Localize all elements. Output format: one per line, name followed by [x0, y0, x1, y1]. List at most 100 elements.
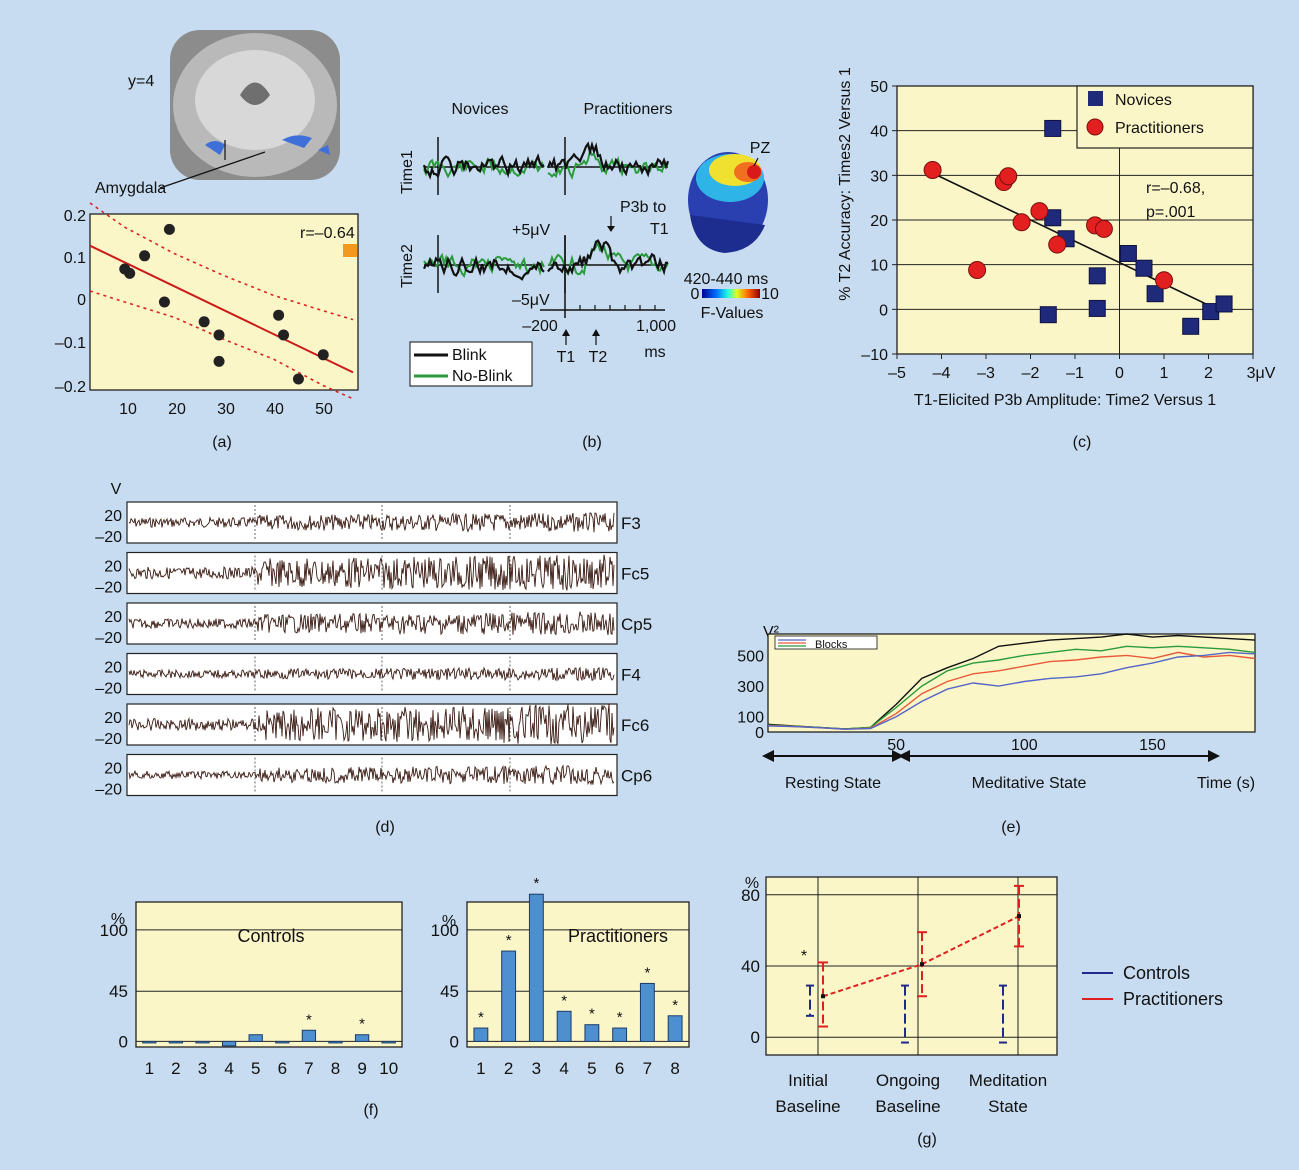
- c-ytick-label: 40: [870, 124, 888, 141]
- f-practitioners-xtick: 6: [615, 1059, 624, 1078]
- c-novice-point: [1088, 299, 1106, 317]
- plot-a-point: [292, 373, 304, 385]
- c-practitioner-point: [1048, 235, 1067, 254]
- d-ytick-lo: –20: [95, 782, 122, 799]
- d-ylabel: V: [111, 481, 122, 498]
- caption-b: (b): [582, 434, 602, 451]
- b-legend-noblink: No-Blink: [452, 368, 513, 385]
- f-practitioners-title: Practitioners: [568, 926, 668, 946]
- c-xtick-label: –4: [933, 365, 951, 382]
- g-xlabel-line2: State: [988, 1097, 1028, 1116]
- b-t2-arrowhead: [592, 329, 600, 336]
- b-pz-label: PZ: [750, 140, 771, 157]
- c-practitioner-point: [968, 261, 987, 280]
- a-ytick-neg0.1: –0.1: [55, 335, 86, 352]
- f-controls-ylabel: %: [111, 911, 125, 928]
- f-controls-xtick: 8: [331, 1059, 340, 1078]
- plot-a-ci-lower: [89, 290, 354, 400]
- plot-e-area: [767, 633, 1256, 733]
- d-ytick-lo: –20: [95, 529, 122, 546]
- b-x-unit: ms: [644, 344, 665, 361]
- f-practitioners-ytick: 100: [431, 921, 459, 940]
- c-practitioner-point: [1030, 202, 1049, 221]
- c-annotation-p: p=.001: [1146, 204, 1195, 221]
- f-practitioners-bar: [612, 1027, 628, 1042]
- b-practitioners-time1-blink: [546, 140, 670, 178]
- c-novice-point: [1215, 295, 1233, 313]
- d-trace-cp5: [128, 611, 615, 636]
- b-practitioners-time2-blink: [547, 239, 669, 276]
- c-ytick-label: 30: [870, 168, 888, 185]
- g-xlabel-line2: Baseline: [775, 1097, 840, 1116]
- f-controls-xtick: 4: [224, 1059, 233, 1078]
- f-practitioners-xtick: 1: [476, 1059, 485, 1078]
- d-ytick-hi: 20: [104, 660, 122, 677]
- c-practitioner-point: [1094, 219, 1113, 238]
- d-channel-label: Cp6: [621, 767, 652, 786]
- e-time-label: Time (s): [1197, 775, 1255, 792]
- a-ytick-neg0.2: –0.2: [55, 379, 86, 396]
- f-practitioners-xtick: 2: [504, 1059, 513, 1078]
- f-practitioners-sig-star: *: [561, 992, 567, 1009]
- f-practitioners-sig-star: *: [478, 1009, 484, 1026]
- c-practitioner-point: [1155, 271, 1173, 290]
- b-p3b-label-line1: P3b to: [620, 199, 666, 216]
- c-xtick-label: 3μV: [1247, 365, 1276, 382]
- b-novices-time2-blink: [423, 255, 545, 281]
- d-channel-label: F4: [621, 666, 641, 685]
- f-controls-sig-star: *: [306, 1011, 312, 1028]
- c-novice-point: [1039, 306, 1057, 324]
- c-novice-point: [1044, 119, 1062, 137]
- c-xtick-label: –1: [1066, 365, 1084, 382]
- caption-c: (c): [1073, 434, 1092, 451]
- b-x-right: 1,000: [636, 318, 676, 335]
- a-ytick-0.1: 0.1: [64, 250, 86, 267]
- f-controls-bar: [381, 1040, 396, 1044]
- a-xtick-40: 40: [266, 401, 284, 418]
- e-ytick: 0: [755, 725, 764, 742]
- e-state-med: Meditative State: [972, 775, 1087, 792]
- f-controls-ytick: 0: [119, 1032, 128, 1051]
- b-p3b-label-line2: T1: [650, 221, 669, 238]
- plot-a-point: [278, 329, 290, 341]
- e-rest-arrowhead-left: [762, 750, 774, 762]
- f-controls-bar: [275, 1040, 290, 1044]
- b-legend-box: [409, 341, 533, 387]
- f-practitioners-bar: [501, 950, 517, 1042]
- c-ytick-label: 20: [870, 213, 888, 230]
- a-ytick-0: 0: [77, 292, 86, 309]
- c-practitioner-point: [923, 160, 942, 179]
- c-legend-practitioners: Practitioners: [1115, 120, 1204, 137]
- f-controls-sig-star: *: [359, 1016, 365, 1033]
- c-ytick-label: 10: [870, 258, 888, 275]
- plot-a-r-annotation: r=–0.64: [300, 225, 355, 242]
- c-novice-point: [1119, 245, 1137, 262]
- f-controls-bar: [301, 1029, 317, 1042]
- b-plus5uv: +5μV: [512, 222, 550, 239]
- b-novices-time1-noblink: [423, 157, 545, 179]
- caption-f: (f): [363, 1102, 378, 1119]
- a-xtick-20: 20: [168, 401, 186, 418]
- plot-g-marks: 80 40 0 Initial Baseline Ongoing Baseline Medit…: [741, 877, 1057, 1116]
- f-controls-xtick: 7: [304, 1059, 313, 1078]
- caption-e: (e): [1001, 819, 1021, 836]
- plot-a-ci-upper: [89, 202, 354, 321]
- a-xtick-30: 30: [217, 401, 235, 418]
- b-col-novices: Novices: [452, 101, 509, 118]
- plot-a-point: [158, 296, 170, 308]
- g-xlabel-line1: Ongoing: [876, 1071, 940, 1090]
- plot-a-marks: [89, 202, 354, 400]
- c-practitioner-point: [1012, 213, 1031, 232]
- caption-g: (g): [917, 1131, 937, 1148]
- e-med-arrowhead-right: [1208, 750, 1220, 762]
- plot-a-point: [273, 309, 285, 321]
- c-novice-point: [1146, 285, 1164, 303]
- f-practitioners-bar: [556, 1010, 572, 1042]
- f-controls-xtick: 9: [357, 1059, 366, 1078]
- g-ylabel: %: [745, 875, 759, 892]
- b-x-left: –200: [522, 318, 558, 335]
